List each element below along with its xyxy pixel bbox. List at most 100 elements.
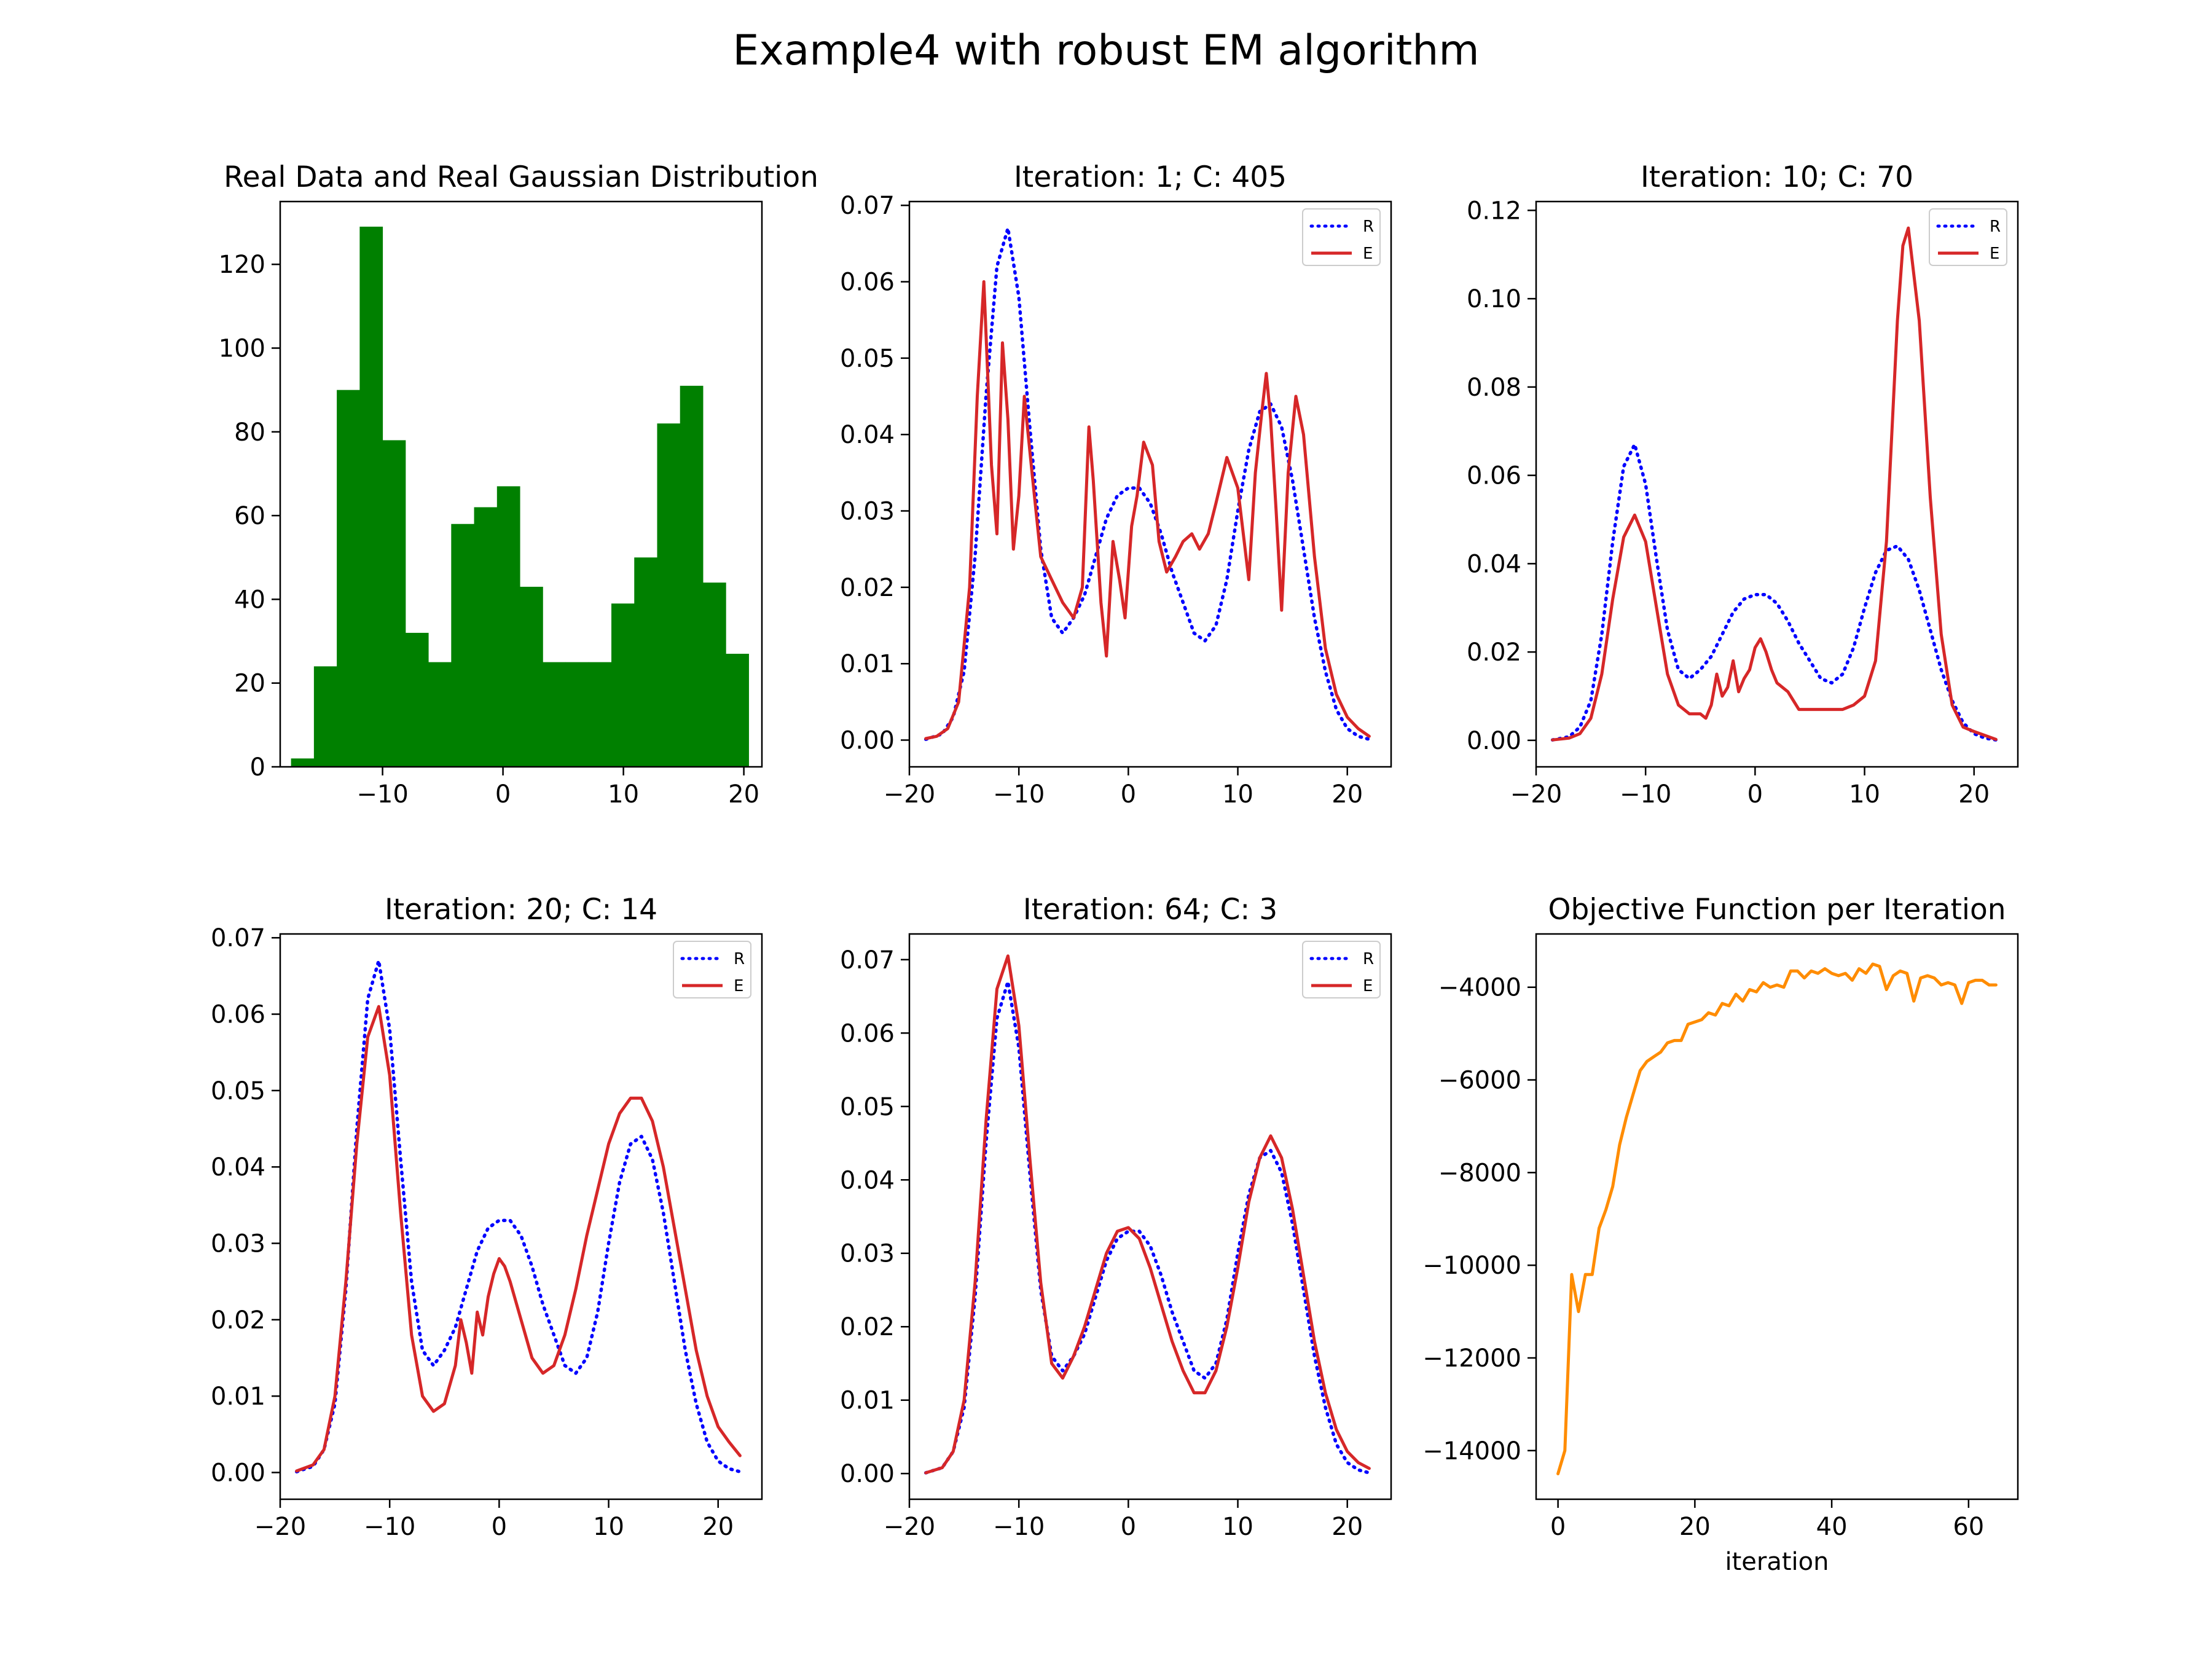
- x-tick-label: 20: [702, 1513, 734, 1541]
- histogram-bar: [611, 603, 635, 767]
- y-tick-label: −10000: [1422, 1252, 1521, 1280]
- axes-frame: [908, 933, 1392, 1500]
- y-tick-label: 0.06: [840, 1019, 895, 1048]
- histogram-bar: [588, 662, 612, 767]
- histogram-bar: [291, 758, 315, 767]
- plot-area: [1556, 962, 1998, 1475]
- histogram-bar: [428, 662, 452, 767]
- y-tick-label: 0.00: [1467, 727, 1521, 755]
- y-tick-label: −14000: [1422, 1437, 1521, 1465]
- y-tick-label: 20: [234, 670, 265, 698]
- x-tick-label: 20: [1958, 780, 1990, 809]
- histogram-bar: [313, 666, 337, 767]
- legend-label-e: E: [1990, 245, 1999, 263]
- histogram-bar: [474, 507, 498, 767]
- x-axis-label: iteration: [1725, 1548, 1829, 1576]
- x-tick-label: 0: [495, 780, 511, 809]
- subplot-iter-20: Iteration: 20; C: 14 −20 −10 0 10 20 0.00 0.01 0…: [211, 893, 763, 1541]
- histogram-bar: [565, 662, 589, 767]
- y-tick-label: −8000: [1438, 1159, 1521, 1187]
- plot-area: [924, 226, 1371, 741]
- series-line-r: [924, 226, 1371, 741]
- legend: RE: [1302, 208, 1381, 266]
- histogram-bar: [726, 654, 749, 767]
- y-tick-label: 0.01: [840, 1387, 895, 1415]
- histogram-bar: [405, 632, 429, 767]
- legend: RE: [1929, 208, 2007, 266]
- legend-label-e: E: [734, 977, 743, 995]
- subplot-grid: Real Data and Real Gaussian Distribution…: [211, 160, 2019, 1576]
- y-tick-label: 0.01: [211, 1382, 265, 1411]
- y-tick-label: 0.05: [840, 1093, 895, 1121]
- y-tick-label: −6000: [1438, 1067, 1521, 1095]
- x-tick-label: 0: [492, 1513, 507, 1541]
- y-tick-label: −4000: [1438, 974, 1521, 1002]
- x-tick-label: −20: [884, 780, 935, 809]
- x-tick-label: 20: [728, 780, 759, 809]
- x-tick-label: 0: [1550, 1513, 1566, 1541]
- y-tick-label: −12000: [1422, 1344, 1521, 1373]
- legend-label-e: E: [1363, 977, 1373, 995]
- y-tick-label: 0.07: [840, 946, 895, 975]
- y-tick-label: 0.02: [840, 1313, 895, 1341]
- y-tick-label: 100: [219, 335, 265, 363]
- series-line-r: [1550, 442, 1998, 742]
- axes-frame: [279, 933, 763, 1500]
- y-tick-label: 60: [234, 502, 265, 530]
- y-tick-label: 0.02: [211, 1306, 265, 1335]
- figure-title: Example4 with robust EM algorithm: [732, 26, 1479, 75]
- y-tick-label: 0.04: [840, 1166, 895, 1194]
- histogram-bar: [520, 586, 543, 767]
- x-tick-label: 0: [1747, 780, 1763, 809]
- series-line-objective: [1556, 962, 1998, 1475]
- axes-frame: [279, 200, 763, 768]
- y-tick-label: 0.05: [840, 345, 895, 373]
- y-tick-label: 0.06: [840, 269, 895, 297]
- histogram-bar: [496, 486, 520, 767]
- y-tick-label: 0.01: [840, 650, 895, 678]
- y-tick-label: 80: [234, 418, 265, 447]
- y-tick-label: 0.06: [211, 1001, 265, 1029]
- x-tick-label: 10: [1222, 780, 1253, 809]
- histogram-bar: [702, 582, 726, 767]
- legend: RE: [1302, 941, 1381, 998]
- y-tick-label: 0.07: [211, 924, 265, 952]
- subplot-title: Iteration: 1; C: 405: [1014, 160, 1287, 194]
- histogram-bar: [634, 557, 657, 767]
- axes-frame: [1535, 933, 2019, 1500]
- x-tick-label: 20: [1679, 1513, 1711, 1541]
- y-tick-label: 0.00: [211, 1459, 265, 1487]
- x-tick-label: −20: [254, 1513, 306, 1541]
- legend: RE: [673, 941, 751, 998]
- histogram-bar: [359, 226, 383, 767]
- subplot-title: Real Data and Real Gaussian Distribution: [224, 160, 818, 194]
- y-tick-label: 120: [219, 251, 265, 279]
- subplot-histogram: Real Data and Real Gaussian Distribution…: [219, 160, 818, 809]
- y-tick-label: 0.03: [840, 1240, 895, 1268]
- x-tick-label: −10: [993, 1513, 1045, 1541]
- subplot-iter-64: Iteration: 64; C: 3 −20 −10 0 10 20 0.00 0.01 0.…: [840, 893, 1392, 1541]
- x-tick-label: 10: [1222, 1513, 1253, 1541]
- y-tick-label: 0.05: [211, 1077, 265, 1105]
- histogram-bar: [451, 524, 475, 767]
- plot-area: [924, 954, 1371, 1475]
- histogram-bar: [382, 440, 406, 767]
- legend-label-r: R: [1990, 218, 2001, 236]
- series-line-e: [1551, 226, 1998, 742]
- subplot-objective: Objective Function per Iteration 0 20 40 60 −…: [1422, 893, 2019, 1576]
- x-tick-label: −10: [356, 780, 408, 809]
- x-tick-label: 60: [1953, 1513, 1984, 1541]
- histogram-bar: [657, 423, 681, 767]
- plot-area: [291, 226, 749, 767]
- axes-frame: [908, 200, 1392, 768]
- y-tick-label: 0.04: [211, 1153, 265, 1182]
- plot-area: [1550, 226, 1998, 742]
- y-tick-label: 0.03: [840, 498, 895, 526]
- y-tick-label: 0.07: [840, 192, 895, 220]
- series-line-r: [294, 959, 742, 1473]
- x-tick-label: 10: [1849, 780, 1880, 809]
- x-tick-label: 20: [1332, 780, 1363, 809]
- y-tick-label: 0.00: [840, 726, 895, 755]
- x-tick-label: 40: [1816, 1513, 1848, 1541]
